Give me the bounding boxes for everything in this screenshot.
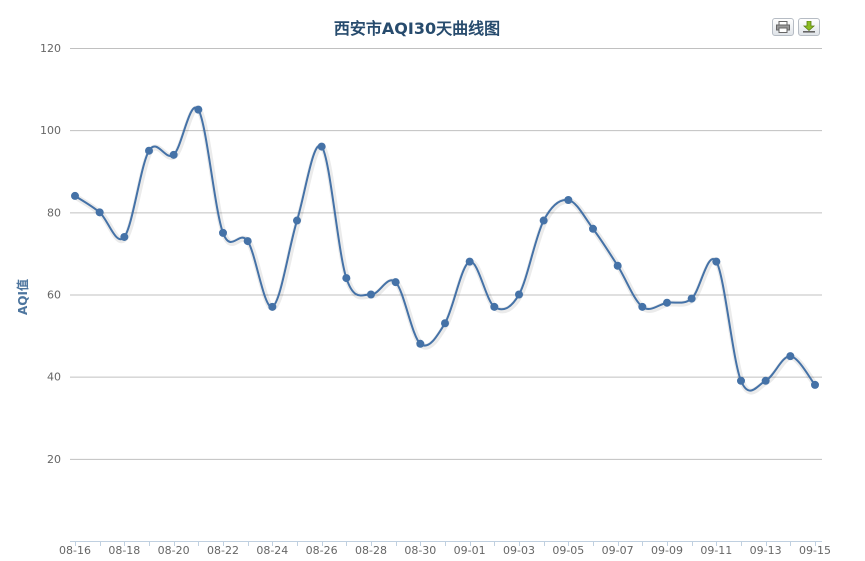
x-tick-label: 08-30 <box>404 544 436 557</box>
x-tick-label: 08-26 <box>306 544 338 557</box>
data-point[interactable] <box>243 237 252 246</box>
data-point[interactable] <box>811 380 819 389</box>
data-point[interactable] <box>761 376 770 385</box>
x-tick-label: 09-15 <box>799 544 831 557</box>
data-point[interactable] <box>120 232 129 241</box>
series-line <box>74 106 816 392</box>
y-tick-label: 20 <box>47 453 61 466</box>
data-point[interactable] <box>638 302 647 311</box>
data-point[interactable] <box>391 278 400 287</box>
data-point[interactable] <box>613 261 622 270</box>
data-point[interactable] <box>712 257 721 266</box>
x-tick-label: 09-07 <box>602 544 634 557</box>
data-point[interactable] <box>367 290 375 299</box>
y-tick-label: 80 <box>47 206 61 219</box>
y-tick-label: 100 <box>40 124 61 137</box>
data-point[interactable] <box>539 216 548 225</box>
x-tick-label: 09-01 <box>454 544 486 557</box>
y-tick-label: 60 <box>47 289 61 302</box>
data-point[interactable] <box>145 146 153 155</box>
series-line-shadow <box>74 105 819 395</box>
data-point[interactable] <box>441 319 449 328</box>
data-point[interactable] <box>219 228 227 237</box>
data-point[interactable] <box>268 302 277 311</box>
x-tick-label: 09-03 <box>503 544 535 557</box>
x-tick-label: 08-22 <box>207 544 239 557</box>
data-point[interactable] <box>95 208 104 217</box>
data-point[interactable] <box>490 302 499 311</box>
data-point[interactable] <box>663 298 671 307</box>
x-tick-label: 08-24 <box>256 544 288 557</box>
data-point[interactable] <box>169 150 178 159</box>
x-tick-label: 09-13 <box>750 544 782 557</box>
data-point[interactable] <box>564 196 573 205</box>
data-point[interactable] <box>416 339 425 348</box>
download-button[interactable] <box>798 18 820 36</box>
aqi-series <box>71 105 819 395</box>
data-point[interactable] <box>465 257 474 266</box>
y-axis-title: AQI值 <box>15 279 30 315</box>
download-icon <box>802 21 816 33</box>
data-point[interactable] <box>589 224 597 233</box>
chart-title: 西安市AQI30天曲线图 <box>334 19 500 38</box>
data-point[interactable] <box>515 290 523 299</box>
data-point[interactable] <box>317 142 326 151</box>
x-tick-label: 09-11 <box>700 544 732 557</box>
tick-labels: 20 40 60 80 100 120 08-16 08-18 08-20 08-22 08-24 0… <box>40 42 831 557</box>
x-tick-label: 09-09 <box>651 544 683 557</box>
x-tick-label: 08-28 <box>355 544 387 557</box>
y-tick-label: 40 <box>47 371 61 384</box>
data-point[interactable] <box>71 191 79 200</box>
grid-lines <box>70 48 822 460</box>
data-point[interactable] <box>737 376 745 385</box>
data-point[interactable] <box>342 274 351 283</box>
data-point[interactable] <box>786 352 795 361</box>
x-tick-label: 09-05 <box>552 544 584 557</box>
x-tick-label: 08-16 <box>59 544 91 557</box>
y-tick-label: 120 <box>40 42 61 55</box>
data-point[interactable] <box>687 294 696 303</box>
x-tick-label: 08-18 <box>108 544 140 557</box>
printer-icon <box>776 21 790 33</box>
print-button[interactable] <box>772 18 794 36</box>
data-point[interactable] <box>194 105 203 114</box>
x-axis <box>70 541 822 546</box>
data-point[interactable] <box>293 216 301 225</box>
x-tick-label: 08-20 <box>158 544 190 557</box>
